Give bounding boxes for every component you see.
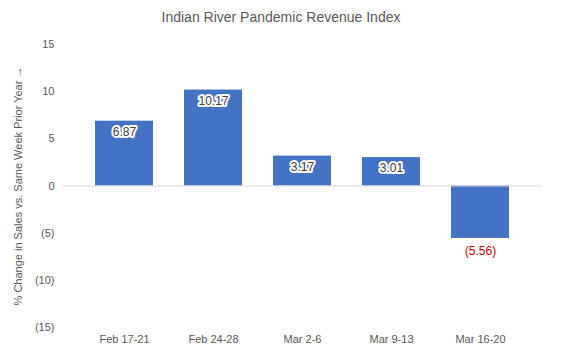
svg-text:Mar 2-6: Mar 2-6 [284, 333, 322, 345]
html-text:Indian River Pandemic Revenue: Indian River Pandemic Revenue Index [161, 9, 401, 25]
svg-text:10: 10 [42, 85, 54, 97]
svg-text:3.17: 3.17 [291, 160, 315, 174]
svg-text:10.17: 10.17 [198, 94, 228, 108]
svg-text:(5.56): (5.56) [465, 244, 496, 258]
svg-text:% Change in Sales vs. Same Wee: % Change in Sales vs. Same Week Prior Ye… [12, 67, 24, 306]
svg-text:5: 5 [48, 132, 54, 144]
svg-text:Feb 17-21: Feb 17-21 [99, 333, 149, 345]
svg-text:(10): (10) [35, 274, 55, 286]
svg-text:(5): (5) [41, 227, 54, 239]
svg-text:(15): (15) [35, 321, 55, 333]
svg-text:0: 0 [48, 180, 54, 192]
svg-text:3.01: 3.01 [380, 161, 404, 175]
svg-text:Mar 16-20: Mar 16-20 [455, 333, 505, 345]
svg-text:6.87: 6.87 [113, 125, 137, 139]
svg-text:15: 15 [42, 38, 54, 50]
svg-text:Mar 9-13: Mar 9-13 [369, 333, 413, 345]
svg-text:Feb 24-28: Feb 24-28 [188, 333, 238, 345]
